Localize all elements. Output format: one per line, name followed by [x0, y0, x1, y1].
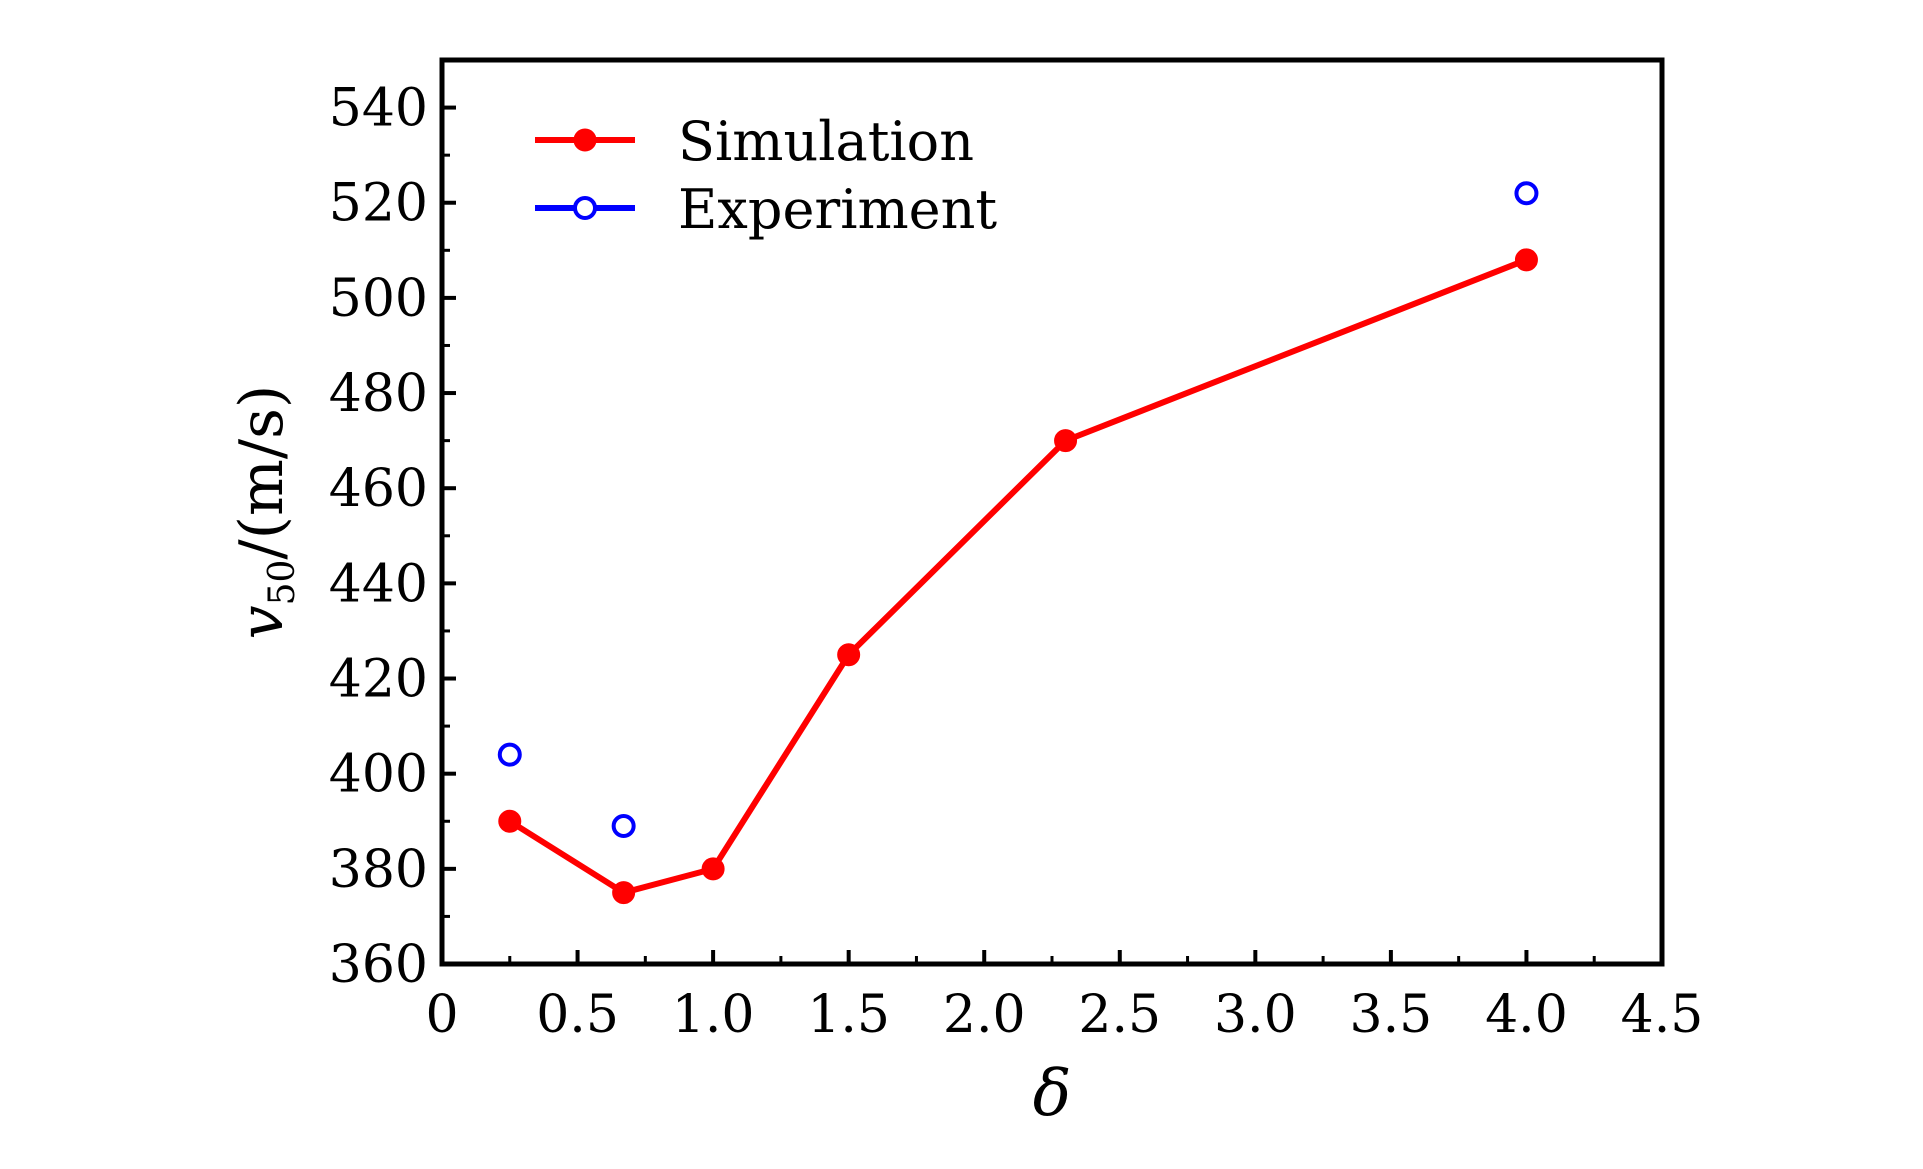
experiment-point — [611, 814, 636, 839]
simulation-point — [1514, 248, 1538, 272]
y-tick-label: 420 — [329, 650, 428, 710]
x-tick-label: 0 — [425, 985, 458, 1045]
x-tick-label: 4.5 — [1621, 985, 1704, 1045]
simulation-line — [508, 257, 1528, 896]
y-axis-title: v50/(m/s) — [227, 385, 303, 640]
x-tick-label: 0.5 — [536, 985, 619, 1045]
x-tick-label: 4.0 — [1485, 985, 1568, 1045]
legend-experiment-marker — [573, 196, 597, 220]
x-tick-label: 3.0 — [1214, 985, 1297, 1045]
experiment-point — [1514, 181, 1539, 206]
series-layer — [497, 181, 1539, 905]
legend-experiment-label: Experiment — [678, 178, 997, 241]
y-tick-label: 460 — [329, 459, 428, 519]
y-tick-label: 440 — [329, 554, 428, 614]
y-tick-label: 500 — [329, 269, 428, 329]
tick-labels: 0 0.5 1.0 1.5 2.0 2.5 3.0 3.5 4.0 4.5 360 380 400 420… — [329, 79, 1704, 1045]
simulation-point — [498, 809, 522, 833]
x-tick-label: 1.5 — [807, 985, 890, 1045]
x-tick-label: 2.0 — [943, 985, 1026, 1045]
x-tick-label: 3.5 — [1350, 985, 1433, 1045]
y-axis-title-subscript: 50 — [262, 560, 303, 606]
simulation-point — [837, 643, 861, 667]
legend-simulation-label: Simulation — [678, 110, 974, 173]
y-tick-label: 520 — [329, 174, 428, 234]
plot-frame — [439, 57, 1665, 967]
y-tick-label: 380 — [329, 840, 428, 900]
y-tick-label: 480 — [329, 364, 428, 424]
y-tick-label: 360 — [329, 935, 428, 995]
y-axis-title-unit: /(m/s) — [227, 385, 297, 560]
legend: Simulation Experiment — [535, 110, 997, 241]
simulation-point — [612, 881, 636, 905]
simulation-point — [701, 857, 725, 881]
x-tick-label: 2.5 — [1078, 985, 1161, 1045]
y-tick-label: 540 — [329, 79, 428, 139]
y-tick-label: 400 — [329, 745, 428, 805]
x-tick-label: 1.0 — [672, 985, 755, 1045]
experiment-point — [497, 742, 522, 767]
y-axis-title-symbol: v — [227, 605, 297, 639]
legend-simulation-marker — [573, 128, 597, 152]
simulation-point — [1054, 429, 1078, 453]
x-axis-title: δ — [1033, 1057, 1072, 1131]
